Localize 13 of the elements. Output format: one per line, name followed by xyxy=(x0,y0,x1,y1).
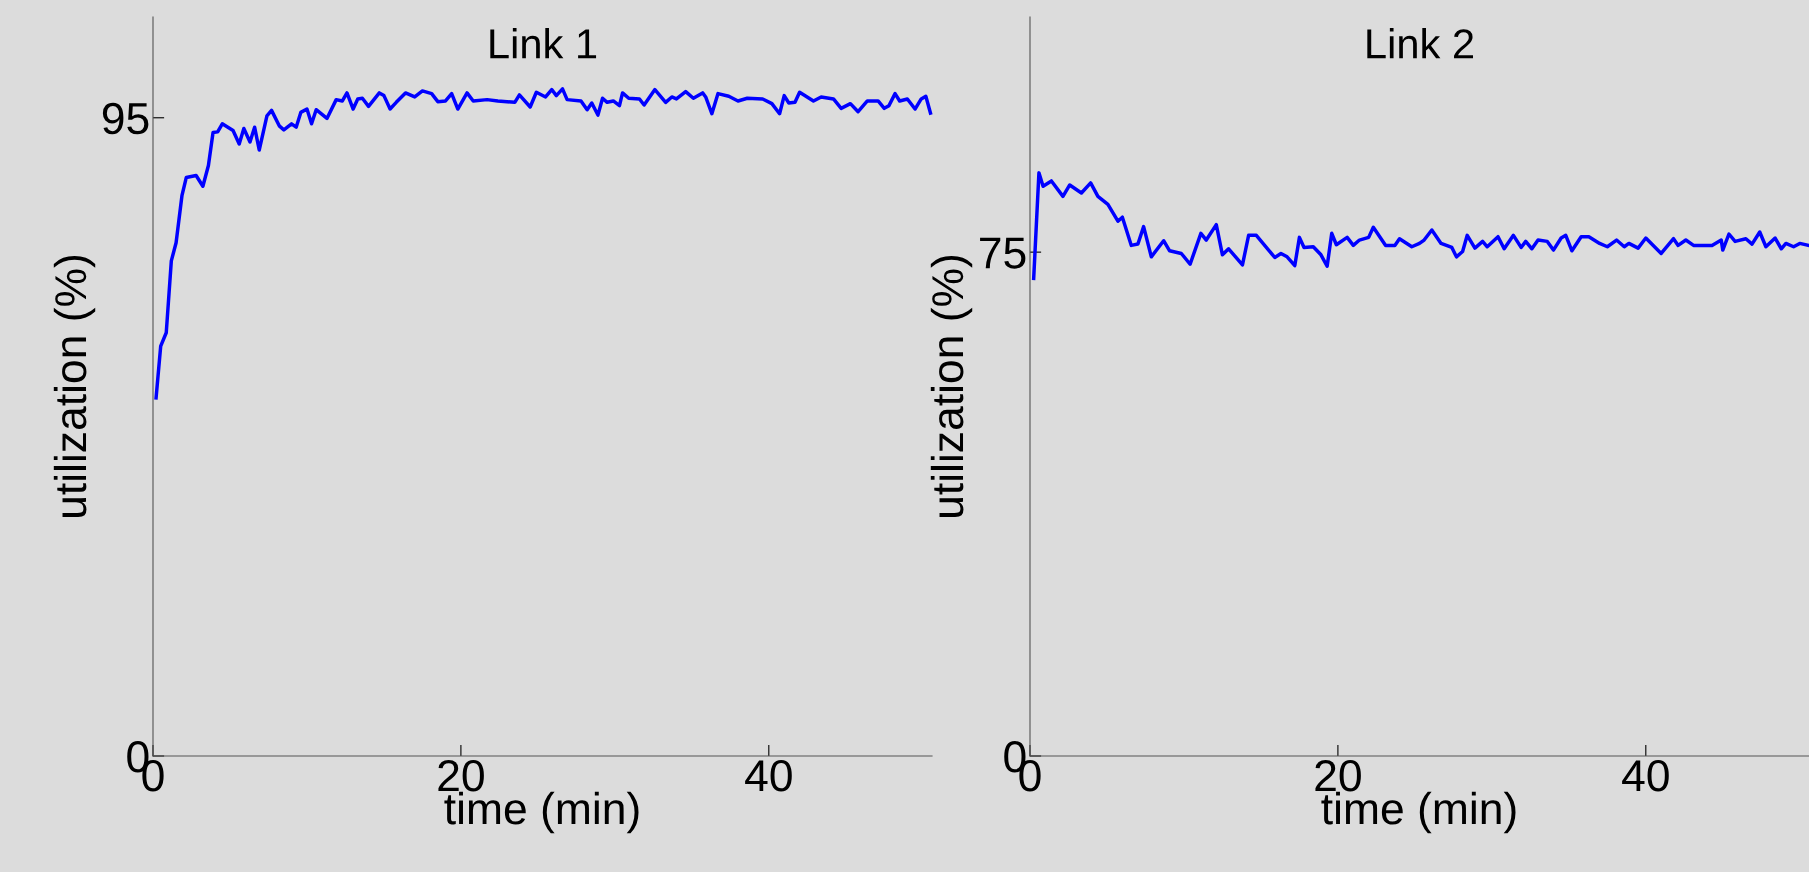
y-tick-label: 95 xyxy=(102,102,149,135)
x-axis-title: time (min) xyxy=(444,791,639,834)
x-axis-title: time (min) xyxy=(1321,791,1516,834)
x-tick-label: 40 xyxy=(745,759,792,792)
x-tick-label: 20 xyxy=(438,759,484,792)
y-axis-title: utilization (%) xyxy=(53,255,96,517)
x-tick-label: 40 xyxy=(1622,759,1669,792)
chart-title: Link 1 xyxy=(490,28,597,59)
line-series xyxy=(1031,171,1809,281)
y-tick-label: 75 xyxy=(980,237,1026,269)
y-axis-title: utilization (%) xyxy=(930,255,973,517)
chart-title: Link 2 xyxy=(1367,28,1473,59)
x-tick-label: 20 xyxy=(1315,759,1361,792)
